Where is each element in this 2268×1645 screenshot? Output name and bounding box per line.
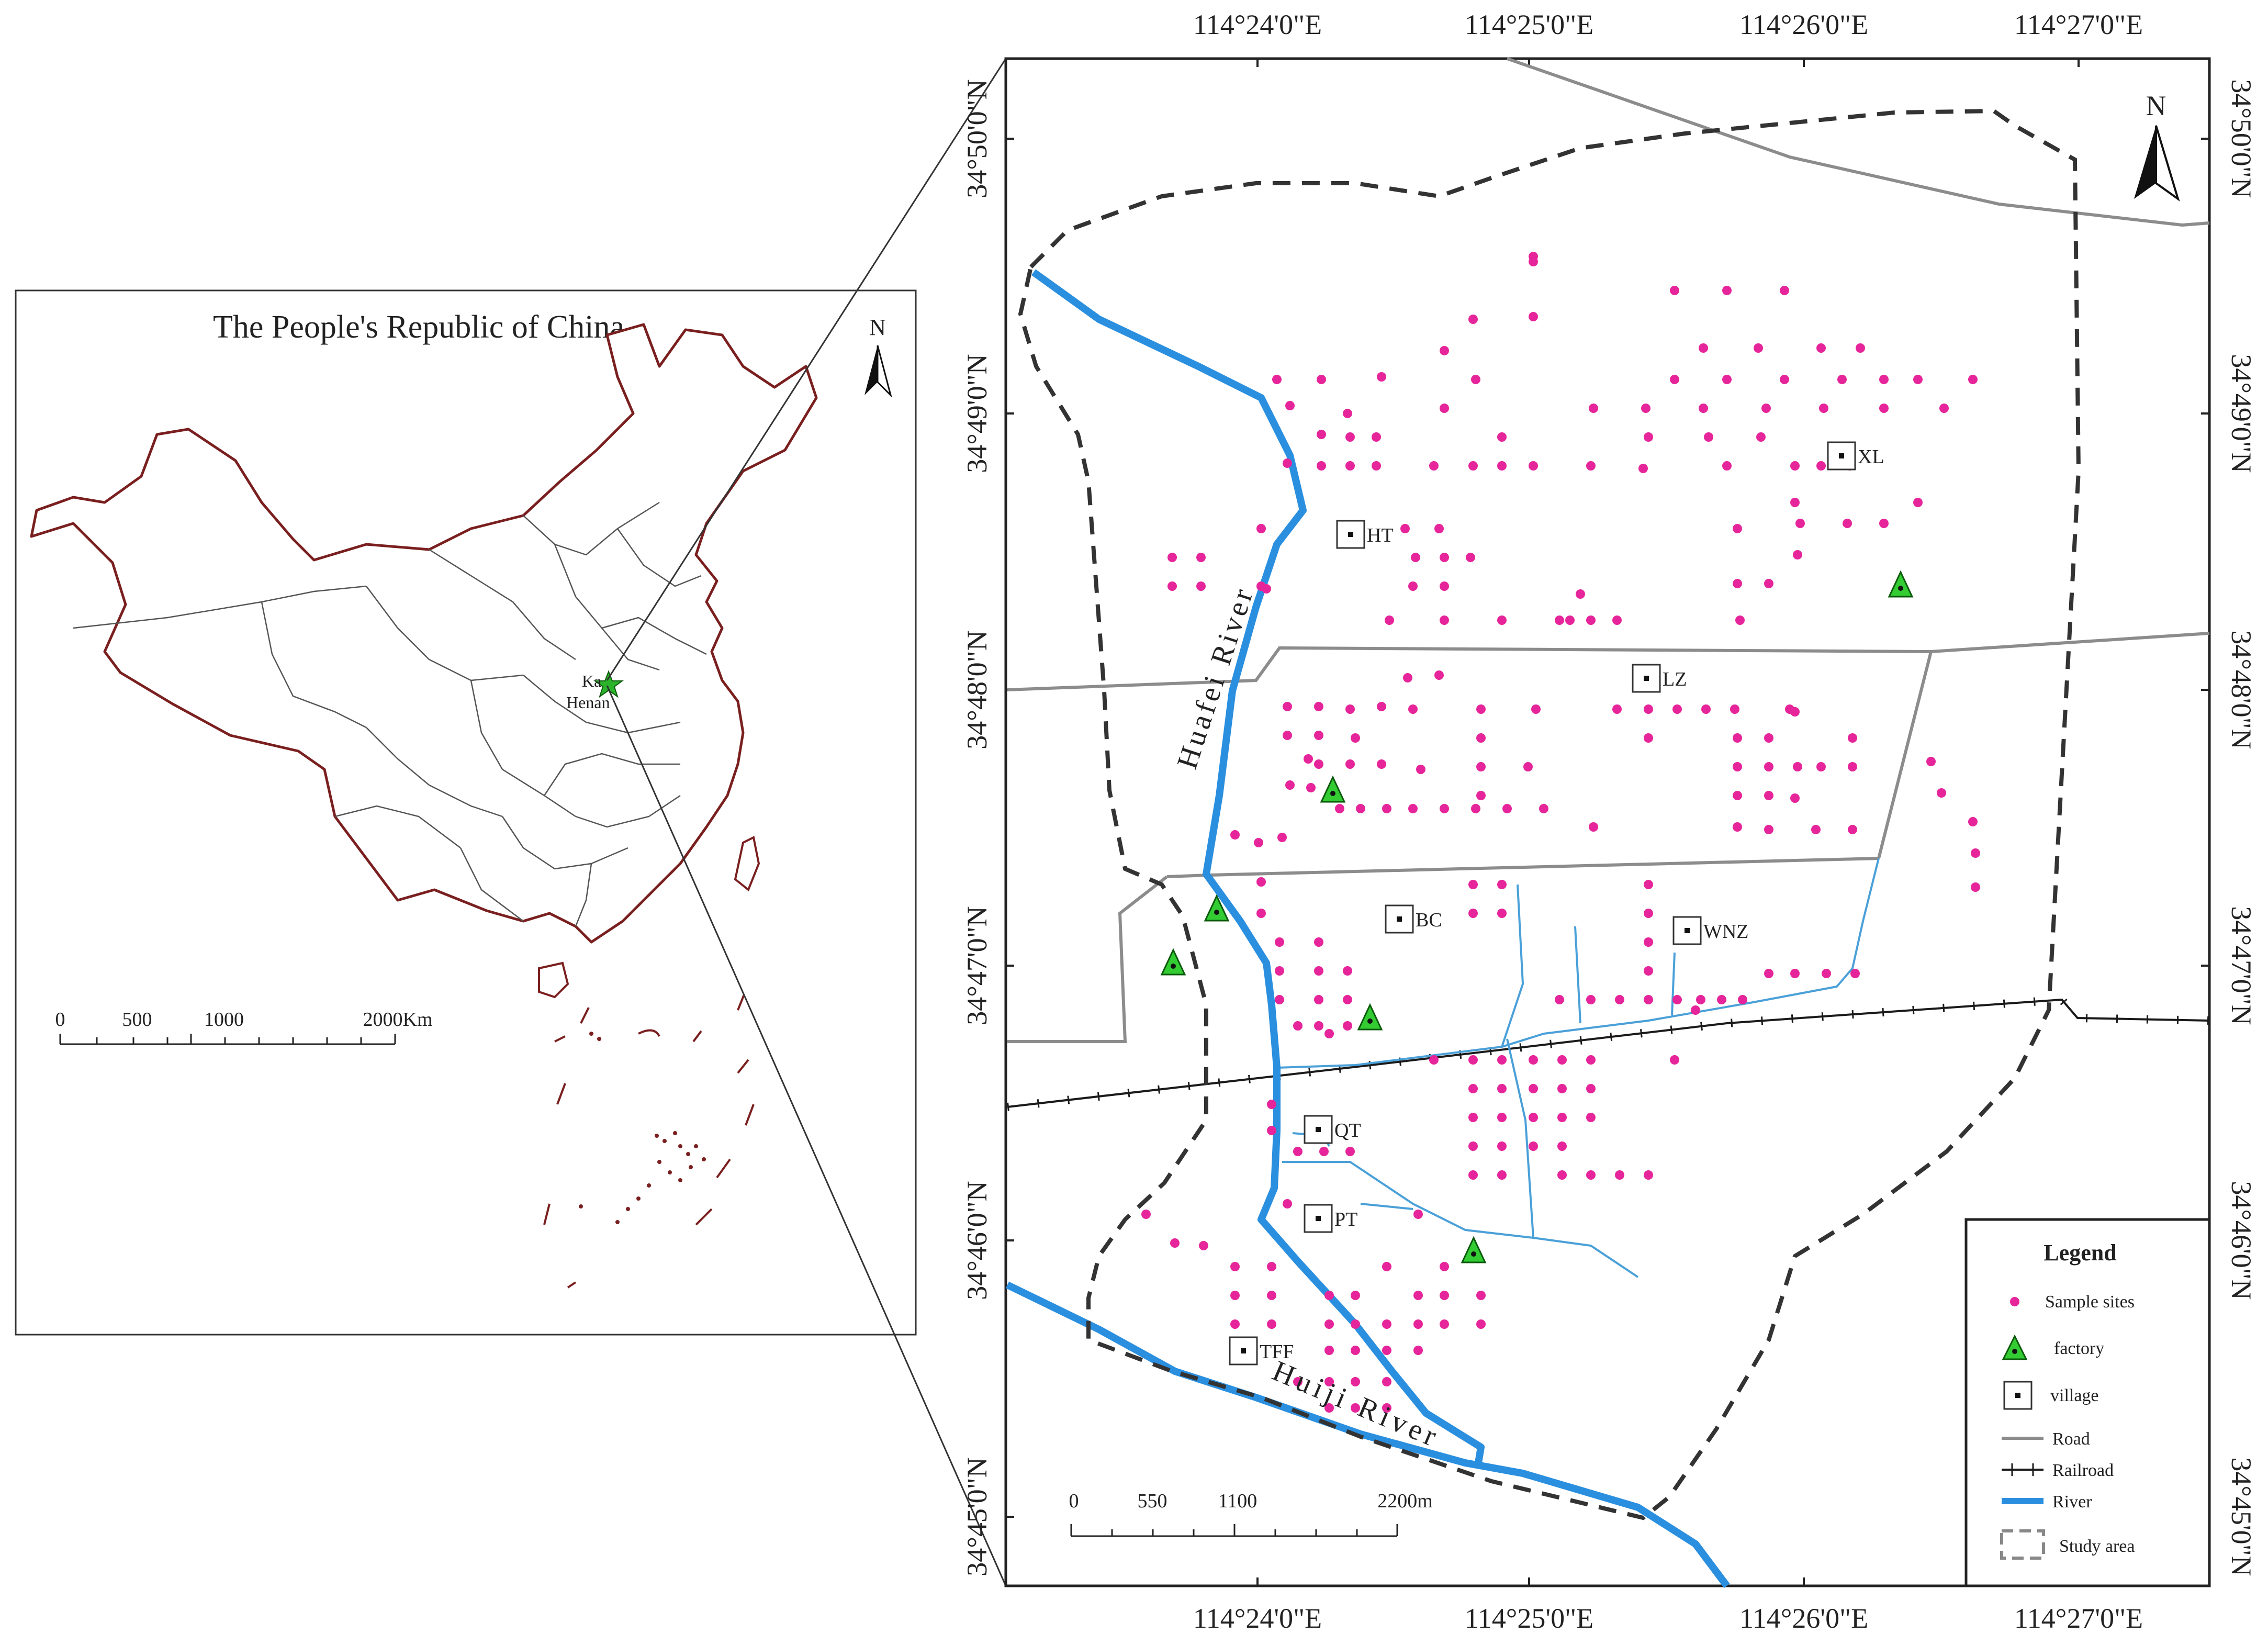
svg-text:1100: 1100 bbox=[1218, 1490, 1257, 1512]
svg-text:34°50'0"N: 34°50'0"N bbox=[961, 79, 993, 198]
legend-item-railroad: Railroad bbox=[2002, 1461, 2114, 1480]
svg-text:0: 0 bbox=[55, 1009, 65, 1031]
streams bbox=[1276, 858, 1880, 1278]
factory-marker bbox=[1888, 570, 1914, 598]
svg-text:1000: 1000 bbox=[204, 1009, 244, 1031]
svg-text:114°26'0"E: 114°26'0"E bbox=[1739, 1603, 1868, 1634]
svg-text:XL: XL bbox=[1858, 446, 1884, 468]
legend: Legend Sample sites factory village Road bbox=[1964, 1218, 2211, 1587]
svg-text:WNZ: WNZ bbox=[1703, 921, 1749, 943]
svg-text:34°46'0"N: 34°46'0"N bbox=[2226, 1181, 2257, 1300]
legend-item-sample-sites: Sample sites bbox=[2010, 1292, 2135, 1312]
main-north-arrow: N bbox=[2134, 90, 2180, 202]
svg-text:114°24'0"E: 114°24'0"E bbox=[1193, 9, 1322, 40]
village-lz: LZ bbox=[1632, 664, 1687, 693]
legend-title: Legend bbox=[2044, 1240, 2116, 1266]
village-xl: XL bbox=[1827, 441, 1884, 471]
village-tff: TFF bbox=[1229, 1336, 1294, 1366]
svg-text:34°45'0"N: 34°45'0"N bbox=[2226, 1457, 2257, 1576]
main-scale-bar: 0 550 1100 2200m bbox=[1069, 1490, 1433, 1537]
south-sea-dots bbox=[579, 1032, 706, 1224]
henan-label: Henan bbox=[566, 693, 610, 712]
sample-sites bbox=[1141, 252, 1980, 1413]
svg-text:PT: PT bbox=[1334, 1208, 1357, 1230]
province-boundaries bbox=[73, 501, 707, 927]
svg-text:114°24'0"E: 114°24'0"E bbox=[1193, 1603, 1322, 1634]
legend-item-study-area: Study area bbox=[2000, 1529, 2135, 1560]
south-sea-islands bbox=[543, 994, 755, 1289]
svg-text:550: 550 bbox=[1138, 1490, 1167, 1512]
hainan-island bbox=[538, 961, 569, 999]
kaifeng-label: Ka bbox=[582, 672, 601, 690]
svg-text:factory: factory bbox=[2054, 1339, 2104, 1358]
legend-item-road: Road bbox=[2002, 1429, 2090, 1449]
village-pt: PT bbox=[1304, 1204, 1357, 1233]
factory-marker bbox=[1461, 1236, 1487, 1263]
china-outline bbox=[30, 323, 818, 944]
longitude-labels-bottom: 114°24'0"E 114°25'0"E 114°26'0"E 114°27'… bbox=[1193, 1603, 2143, 1634]
legend-item-village: village bbox=[2003, 1381, 2099, 1410]
svg-text:114°27'0"E: 114°27'0"E bbox=[2014, 1603, 2143, 1634]
svg-text:N: N bbox=[869, 315, 886, 340]
svg-text:Study area: Study area bbox=[2059, 1537, 2135, 1556]
svg-text:HT: HT bbox=[1367, 524, 1394, 546]
svg-text:114°27'0"E: 114°27'0"E bbox=[2014, 9, 2143, 40]
factory-marker bbox=[1160, 948, 1186, 976]
study-area-map: 114°24'0"E 114°25'0"E 114°26'0"E 114°27'… bbox=[961, 9, 2257, 1634]
legend-item-factory: factory bbox=[2002, 1334, 2104, 1360]
svg-text:village: village bbox=[2050, 1386, 2099, 1405]
svg-text:34°46'0"N: 34°46'0"N bbox=[961, 1181, 993, 1300]
legend-item-river: River bbox=[2002, 1492, 2092, 1512]
railroad-ties bbox=[1007, 995, 2210, 1111]
svg-text:Road: Road bbox=[2052, 1429, 2090, 1449]
svg-text:LZ: LZ bbox=[1663, 668, 1687, 690]
village-ht: HT bbox=[1336, 520, 1394, 549]
svg-text:0: 0 bbox=[1069, 1490, 1079, 1512]
factory-marker bbox=[1320, 775, 1346, 803]
latitude-labels-left: 34°50'0"N 34°49'0"N 34°48'0"N 34°47'0"N … bbox=[961, 79, 993, 1576]
village-wnz: WNZ bbox=[1672, 916, 1749, 945]
svg-text:34°47'0"N: 34°47'0"N bbox=[961, 906, 993, 1025]
svg-text:N: N bbox=[2146, 90, 2166, 121]
svg-text:114°25'0"E: 114°25'0"E bbox=[1465, 9, 1593, 40]
svg-text:BC: BC bbox=[1416, 909, 1442, 931]
taiwan-island bbox=[734, 836, 760, 892]
svg-text:34°45'0"N: 34°45'0"N bbox=[961, 1457, 993, 1576]
svg-text:TFF: TFF bbox=[1260, 1341, 1294, 1363]
china-inset: The People's Republic of China bbox=[15, 289, 917, 1336]
connector-lines bbox=[606, 58, 1007, 1586]
svg-text:2000Km: 2000Km bbox=[363, 1009, 433, 1031]
svg-text:34°48'0"N: 34°48'0"N bbox=[2226, 630, 2257, 749]
study-area-boundary bbox=[1018, 108, 2081, 1520]
factories bbox=[1160, 570, 1914, 1263]
svg-text:34°49'0"N: 34°49'0"N bbox=[961, 354, 993, 473]
svg-text:114°26'0"E: 114°26'0"E bbox=[1739, 9, 1868, 40]
svg-text:River: River bbox=[2052, 1492, 2092, 1512]
svg-text:34°49'0"N: 34°49'0"N bbox=[2226, 354, 2257, 473]
factory-marker bbox=[1204, 894, 1230, 922]
svg-text:QT: QT bbox=[1334, 1120, 1361, 1142]
factory-marker bbox=[1357, 1003, 1383, 1031]
village-qt: QT bbox=[1304, 1115, 1361, 1144]
latitude-labels-right: 34°50'0"N 34°49'0"N 34°48'0"N 34°47'0"N … bbox=[2226, 79, 2257, 1576]
inset-scale-bar: 0 500 1000 2000Km bbox=[55, 1009, 433, 1045]
kaifeng-location-marker: Ka Henan bbox=[566, 670, 624, 712]
villages: HT XL LZ BC WNZ QT PT TFF bbox=[1229, 441, 1884, 1366]
railroad bbox=[1007, 995, 2210, 1111]
svg-text:34°47'0"N: 34°47'0"N bbox=[2226, 906, 2257, 1025]
svg-text:Sample sites: Sample sites bbox=[2045, 1292, 2135, 1312]
inset-north-arrow: N bbox=[864, 315, 892, 398]
inset-title: The People's Republic of China bbox=[213, 309, 624, 345]
svg-text:Railroad: Railroad bbox=[2052, 1461, 2114, 1480]
village-bc: BC bbox=[1385, 904, 1442, 934]
svg-text:114°25'0"E: 114°25'0"E bbox=[1465, 1603, 1593, 1634]
svg-text:34°50'0"N: 34°50'0"N bbox=[2226, 79, 2257, 198]
longitude-labels-top: 114°24'0"E 114°25'0"E 114°26'0"E 114°27'… bbox=[1193, 9, 2143, 40]
svg-text:34°48'0"N: 34°48'0"N bbox=[961, 630, 993, 749]
svg-text:2200m: 2200m bbox=[1377, 1490, 1433, 1512]
svg-text:500: 500 bbox=[122, 1009, 152, 1031]
